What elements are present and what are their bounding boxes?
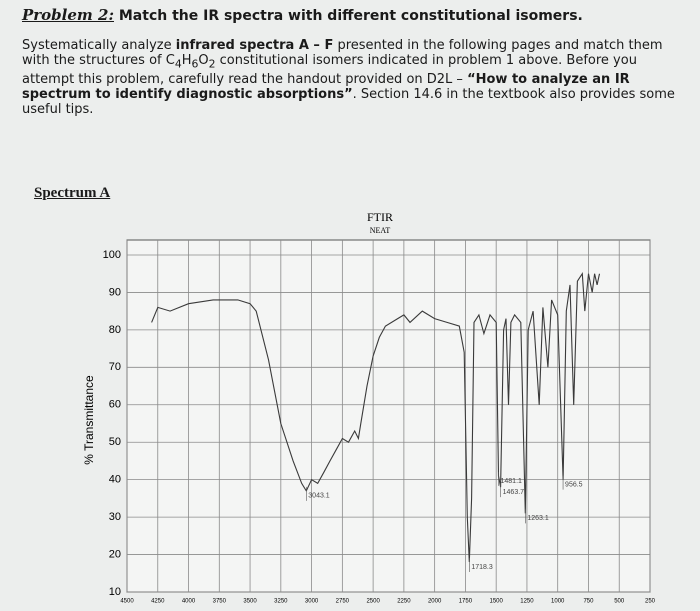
x-tick-label: 1500 <box>489 599 503 605</box>
text: Systematically analyze <box>22 38 176 53</box>
text: O <box>198 53 209 68</box>
x-tick-label: 500 <box>614 599 625 605</box>
x-tick-label: 3000 <box>305 599 319 605</box>
y-tick-label: 60 <box>109 399 121 411</box>
y-tick-label: 10 <box>109 586 121 598</box>
y-axis-title: % Transmittance <box>82 375 96 465</box>
text: constitutional isomers indicated in prob… <box>22 53 637 87</box>
chart-subtitle: NEAT <box>370 226 391 235</box>
x-tick-label: 2500 <box>366 599 380 605</box>
x-tick-label: 3500 <box>243 599 257 605</box>
text: . Section 14.6 in the textbook also prov… <box>22 86 675 117</box>
x-tick-label: 2750 <box>336 599 350 605</box>
x-tick-label: 2000 <box>428 599 442 605</box>
text: infrared spectra A – F <box>175 38 334 53</box>
x-tick-label: 3250 <box>274 599 288 605</box>
y-tick-label: 70 <box>109 361 121 373</box>
peak-label: 1481.1 <box>501 478 523 485</box>
text: presented in the following pages and mat… <box>22 38 663 68</box>
peak-label: 1263.1 <box>527 515 549 522</box>
spectrum-line <box>151 272 601 563</box>
text: 4 <box>174 57 182 71</box>
x-tick-label: 250 <box>645 599 656 605</box>
peak-label: 956.5 <box>565 482 583 489</box>
y-tick-label: 90 <box>109 286 121 298</box>
header: Problem 2: Match the IR spectra with dif… <box>22 6 583 24</box>
y-tick-label: 20 <box>109 548 121 560</box>
x-tick-label: 4000 <box>182 599 196 605</box>
peak-label: 1463.7 <box>503 489 525 496</box>
y-tick-label: 40 <box>109 474 121 486</box>
y-tick-label: 100 <box>103 249 121 261</box>
x-tick-label: 4500 <box>120 599 134 605</box>
text: “How to analyze an IR spectrum to identi… <box>22 71 630 102</box>
plot-area <box>126 239 651 593</box>
x-tick-label: 1750 <box>459 599 473 605</box>
x-tick-label: 2250 <box>397 599 411 605</box>
peak-label: 1718.3 <box>471 564 493 571</box>
problem-number: Problem 2: <box>22 6 114 24</box>
text: 6 <box>191 57 199 71</box>
x-tick-label: 4250 <box>151 599 165 605</box>
x-tick-label: 1000 <box>551 599 565 605</box>
text: H <box>181 53 192 68</box>
problem-title: Match the IR spectra with different cons… <box>118 8 583 24</box>
x-tick-label: 3750 <box>213 599 227 605</box>
y-tick-label: 50 <box>109 436 121 448</box>
intro: Systematically analyze infrared spectra … <box>22 38 682 117</box>
y-tick-label: 30 <box>109 511 121 523</box>
text: absorptions” <box>252 86 353 102</box>
x-tick-label: 1250 <box>520 599 534 605</box>
y-tick-label: 80 <box>109 324 121 336</box>
text: C <box>165 53 175 68</box>
peak-label: 3043.1 <box>308 493 330 500</box>
section-title: Spectrum A <box>34 185 111 201</box>
text: 2 <box>208 57 216 71</box>
chart-title: FTIR <box>367 210 393 224</box>
x-tick-label: 750 <box>583 599 594 605</box>
